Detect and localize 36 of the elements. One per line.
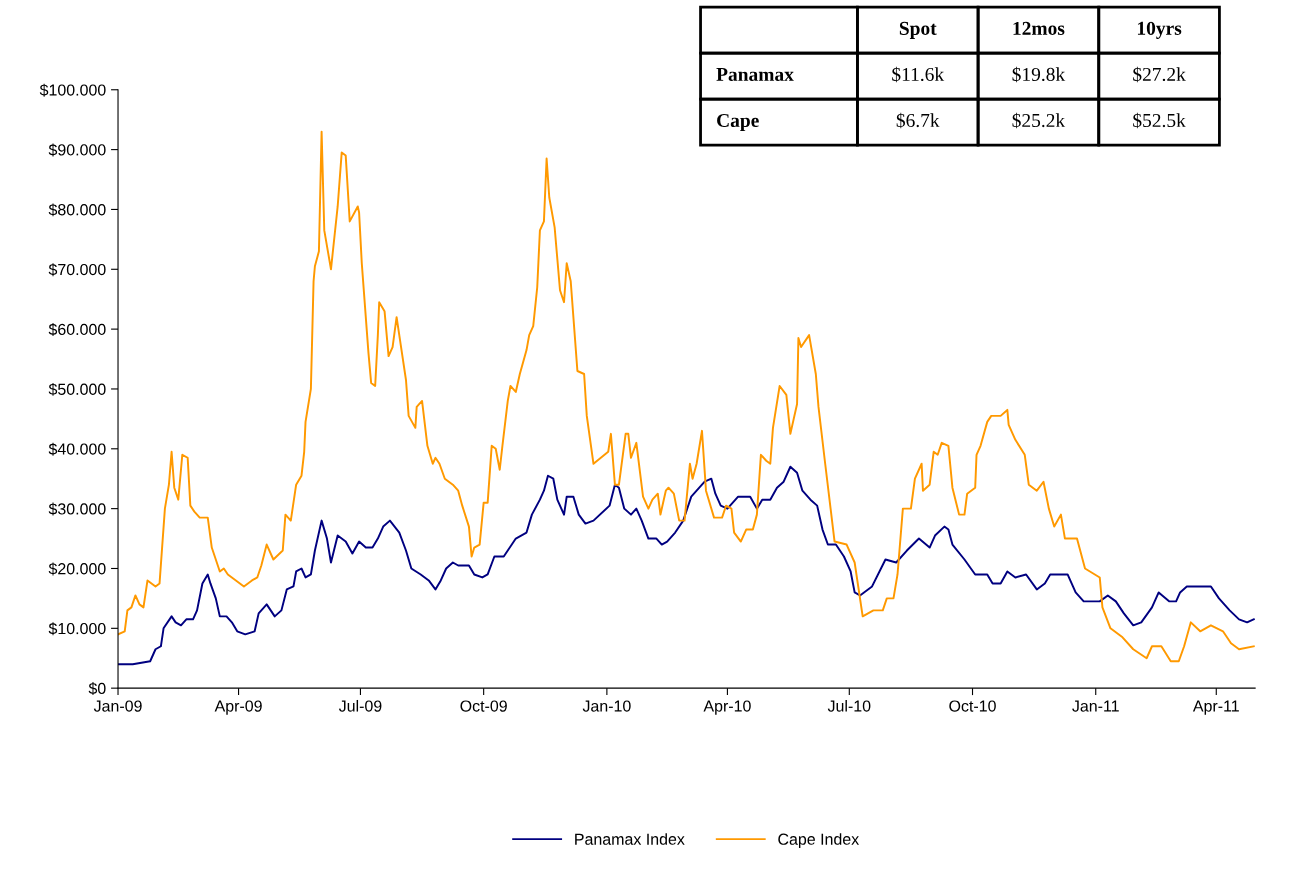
text: $6.7k	[896, 112, 940, 129]
y-tick-label: $70.000	[48, 263, 106, 277]
text: $19.8k	[1012, 66, 1066, 83]
text: $11.6k	[892, 66, 945, 83]
x-tick-label: Apr-10	[703, 700, 751, 715]
text: $25.2k	[1012, 112, 1066, 129]
y-tick-label: $100.000	[39, 83, 106, 97]
x-tick-label: Jan-09	[93, 700, 142, 712]
y-tick-label: $0	[88, 682, 106, 696]
y-tick-label: $10.000	[48, 622, 106, 636]
y-tick-label: $60.000	[48, 323, 106, 337]
x-tick-label: Oct-10	[949, 700, 996, 712]
y-tick-label: $20.000	[48, 562, 106, 576]
category-label: Spot	[899, 21, 937, 39]
y-tick-label: $30.000	[48, 502, 106, 516]
x-tick-label: Apr-11	[1192, 700, 1239, 715]
x-tick-label: Jan-11	[1072, 700, 1119, 712]
text: $52.5k	[1133, 112, 1186, 129]
line-series	[118, 465, 1255, 666]
y-tick-label: $40.000	[48, 442, 106, 456]
legend-label: Panamax Index	[575, 833, 685, 845]
x-tick-label: Jul-09	[338, 699, 382, 712]
line-series	[118, 130, 1255, 663]
x-tick-label: Jan-10	[582, 700, 631, 712]
category-label: 12mos	[1013, 21, 1065, 35]
text: $27.2k	[1133, 66, 1186, 83]
y-tick-label: $80.000	[48, 203, 106, 217]
x-tick-label: Apr-09	[214, 700, 262, 715]
category-label: Cape	[717, 113, 759, 131]
legend-label: Cape Index	[778, 833, 860, 849]
y-tick-label: $50.000	[48, 382, 106, 396]
x-tick-label: Oct-09	[460, 700, 507, 712]
y-tick-label: $90.000	[48, 143, 106, 157]
x-tick-label: Jul-10	[827, 699, 871, 712]
category-label: 10yrs	[1137, 21, 1182, 39]
category-label: Panamax	[716, 68, 794, 81]
